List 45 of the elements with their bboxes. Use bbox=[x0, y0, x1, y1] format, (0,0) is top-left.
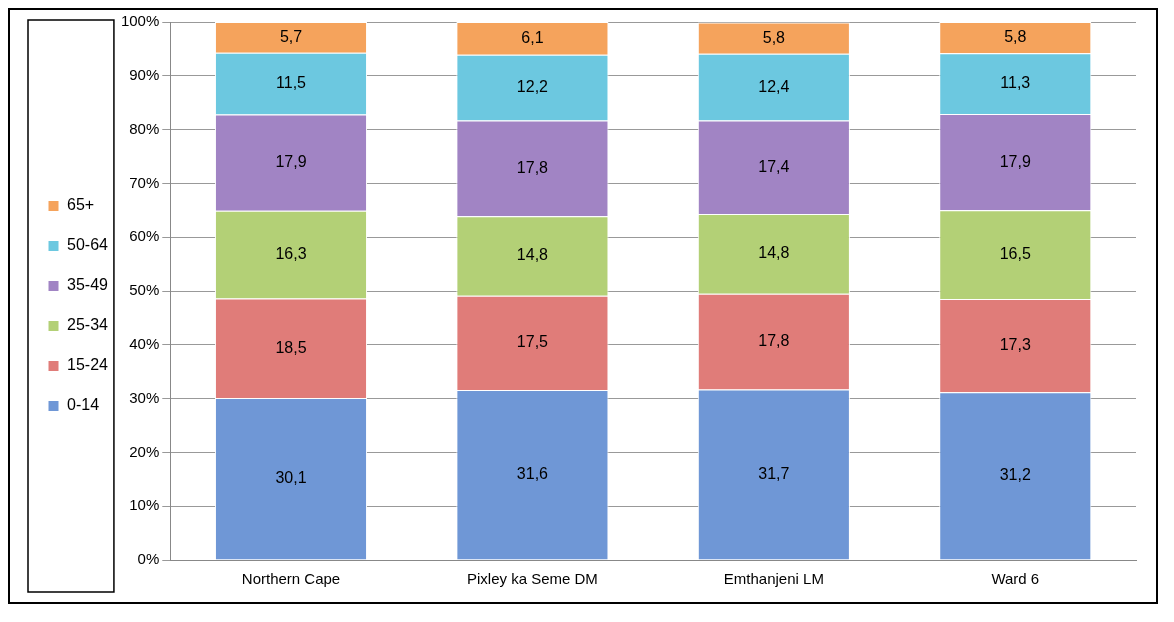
legend-label: 25-34 bbox=[67, 316, 109, 334]
data-label: 31,6 bbox=[516, 465, 549, 483]
legend-label: 0-14 bbox=[67, 396, 100, 414]
legend-label: 15-24 bbox=[67, 356, 109, 374]
data-label: 5,8 bbox=[1004, 28, 1027, 46]
y-tick-label: 0% bbox=[137, 550, 160, 568]
data-label: 12,2 bbox=[516, 78, 549, 96]
x-tick-label: Emthanjeni LM bbox=[723, 570, 824, 588]
data-label: 17,9 bbox=[999, 152, 1031, 170]
y-tick-label: 70% bbox=[129, 173, 160, 191]
data-label: 17,8 bbox=[516, 158, 549, 176]
data-label: 12,4 bbox=[758, 77, 790, 95]
data-label: 11,3 bbox=[1000, 74, 1031, 92]
x-tick-label: Northern Cape bbox=[241, 570, 341, 588]
data-label: 16,3 bbox=[275, 245, 307, 263]
legend-label: 35-49 bbox=[67, 276, 109, 294]
y-tick-label: 30% bbox=[129, 388, 160, 406]
data-label: 18,5 bbox=[275, 338, 307, 356]
data-label: 17,8 bbox=[758, 331, 790, 349]
legend-label: 65+ bbox=[67, 196, 95, 214]
data-label: 5,8 bbox=[762, 28, 786, 46]
data-label: 14,8 bbox=[516, 246, 549, 264]
data-label: 31,2 bbox=[999, 466, 1031, 484]
y-tick-label: 10% bbox=[129, 496, 160, 514]
y-tick-label: 60% bbox=[129, 227, 160, 245]
data-label: 31,7 bbox=[758, 464, 790, 482]
x-tick-label: Ward 6 bbox=[991, 570, 1040, 588]
data-label: 17,5 bbox=[516, 333, 549, 351]
y-tick-label: 80% bbox=[129, 119, 160, 137]
data-label: 11,5 bbox=[276, 74, 307, 92]
y-tick-label: 90% bbox=[129, 65, 160, 83]
data-label: 30,1 bbox=[275, 469, 307, 487]
y-tick-label: 20% bbox=[129, 442, 160, 460]
data-label: 17,4 bbox=[758, 157, 790, 175]
y-tick-label: 100% bbox=[120, 12, 160, 30]
data-label: 16,5 bbox=[999, 245, 1031, 263]
data-label: 17,3 bbox=[999, 336, 1031, 354]
data-label: 5,7 bbox=[279, 27, 303, 45]
data-label: 6,1 bbox=[521, 28, 544, 46]
y-tick-label: 50% bbox=[129, 281, 160, 299]
legend-label: 50-64 bbox=[67, 236, 109, 254]
data-label: 14,8 bbox=[758, 244, 790, 262]
x-tick-label: Pixley ka Seme DM bbox=[466, 570, 598, 588]
data-label: 17,9 bbox=[275, 153, 307, 171]
y-tick-label: 40% bbox=[129, 334, 160, 352]
